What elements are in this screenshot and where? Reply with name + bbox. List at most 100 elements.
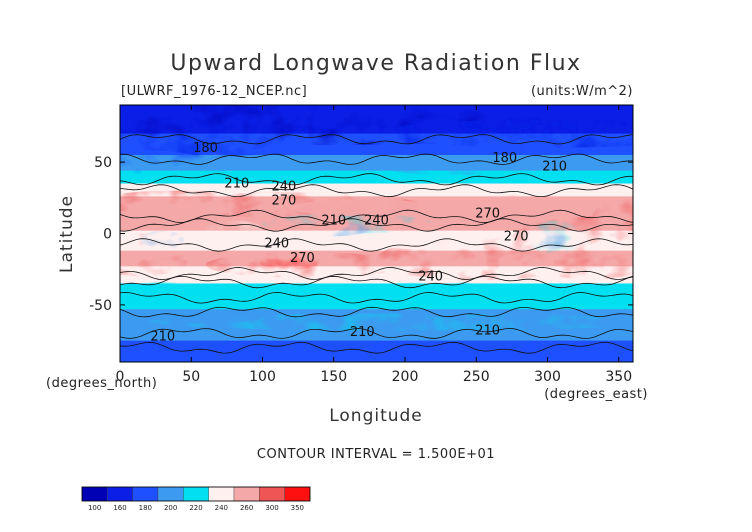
contour-label: 210 bbox=[224, 177, 249, 192]
zonal-band bbox=[120, 336, 633, 339]
zonal-band bbox=[120, 350, 633, 353]
regional-feature bbox=[348, 282, 548, 300]
contour-label: 270 bbox=[475, 207, 500, 222]
zonal-band bbox=[120, 300, 633, 303]
x-tick-label: 350 bbox=[605, 369, 632, 385]
zonal-band bbox=[120, 356, 633, 359]
contour-label: 210 bbox=[150, 329, 175, 344]
contour-label: 270 bbox=[290, 251, 315, 266]
zonal-band bbox=[120, 299, 633, 302]
x-tick-label: 100 bbox=[249, 369, 276, 385]
zonal-band bbox=[120, 232, 633, 235]
zonal-band bbox=[120, 187, 633, 190]
x-tick-label: 250 bbox=[463, 369, 490, 385]
zonal-band bbox=[120, 252, 633, 255]
x-tick-label: 0 bbox=[116, 369, 125, 385]
colorbar-label: 240 bbox=[215, 504, 228, 512]
zonal-band bbox=[120, 105, 633, 108]
zonal-band bbox=[120, 343, 633, 346]
x-axis: 0 50 100 150 200 250 300 350 bbox=[116, 105, 632, 385]
units-label: (units:W/m^2) bbox=[531, 84, 633, 99]
zonal-band bbox=[120, 174, 633, 177]
zonal-band bbox=[120, 333, 633, 336]
regional-feature bbox=[148, 313, 633, 331]
regional-feature bbox=[148, 309, 263, 324]
zonal-band bbox=[120, 296, 633, 299]
y-tick-label: 0 bbox=[103, 227, 112, 243]
zonal-band bbox=[120, 179, 633, 182]
contour-interval-label: CONTOUR INTERVAL = 1.500E+01 bbox=[257, 447, 495, 462]
zonal-band bbox=[120, 339, 633, 342]
x-axis-label: Longitude bbox=[329, 406, 423, 426]
contour-line bbox=[120, 209, 633, 224]
regional-features bbox=[120, 105, 633, 331]
contour-label: 270 bbox=[271, 194, 296, 209]
colorbar-swatch bbox=[259, 486, 285, 502]
contour-label: 240 bbox=[271, 179, 296, 194]
colorbar-label: 100 bbox=[88, 504, 101, 512]
zonal-band bbox=[120, 303, 633, 306]
colorbar-label: 220 bbox=[189, 504, 202, 512]
zonal-band bbox=[120, 360, 633, 362]
zonal-band bbox=[120, 172, 633, 175]
colorbar-swatch bbox=[132, 486, 159, 502]
zonal-band bbox=[120, 150, 633, 153]
regional-feature bbox=[462, 194, 576, 221]
x-tick-label: 50 bbox=[182, 369, 200, 385]
zonal-band bbox=[120, 169, 633, 172]
zonal-band bbox=[120, 153, 633, 156]
contour-line bbox=[120, 218, 633, 232]
zonal-band bbox=[120, 146, 633, 149]
x-units-label: (degrees_east) bbox=[544, 387, 648, 402]
contour-line bbox=[120, 153, 633, 165]
contour-line bbox=[120, 184, 633, 198]
contour-line bbox=[120, 238, 633, 252]
colorbar-swatch bbox=[183, 486, 209, 502]
contour-label: 180 bbox=[193, 141, 218, 156]
regional-feature bbox=[590, 197, 633, 255]
contour-label: 210 bbox=[542, 159, 567, 174]
colorbar-label: 260 bbox=[240, 504, 253, 512]
contour-line bbox=[120, 134, 633, 145]
regional-feature bbox=[376, 119, 633, 148]
zonal-band bbox=[120, 180, 633, 183]
zonal-band bbox=[120, 359, 633, 362]
zonal-band bbox=[120, 337, 633, 340]
zonal-band bbox=[120, 182, 633, 185]
zonal-band bbox=[120, 283, 633, 286]
contour-line bbox=[120, 306, 633, 318]
colorbar-label: 160 bbox=[113, 504, 126, 512]
zonal-band bbox=[120, 282, 633, 285]
zonal-band bbox=[120, 340, 633, 343]
contour-line bbox=[120, 328, 633, 339]
x-tick-label: 200 bbox=[392, 369, 419, 385]
zonal-band bbox=[120, 280, 633, 283]
contour-line bbox=[120, 275, 633, 289]
contour-line bbox=[120, 341, 633, 354]
contour-label: 240 bbox=[364, 214, 389, 229]
zonal-band bbox=[120, 167, 633, 170]
colorbar-swatch bbox=[107, 486, 133, 502]
zonal-band bbox=[120, 347, 633, 350]
zonal-band bbox=[120, 144, 633, 148]
contour-label: 180 bbox=[492, 151, 517, 166]
zonal-band bbox=[120, 149, 633, 152]
regional-feature bbox=[362, 232, 477, 250]
zonal-band bbox=[120, 166, 633, 169]
y-tick-label: -50 bbox=[89, 298, 112, 314]
contour-line bbox=[120, 173, 633, 186]
zonal-band bbox=[120, 330, 633, 333]
zonal-band bbox=[120, 344, 633, 347]
contour-label: 240 bbox=[264, 236, 289, 251]
zonal-band bbox=[120, 334, 633, 337]
zonal-band bbox=[120, 309, 633, 312]
zonal-band bbox=[120, 156, 633, 159]
zonal-band bbox=[120, 279, 633, 282]
regional-feature bbox=[376, 154, 519, 175]
zonal-band bbox=[120, 160, 633, 163]
colorbar-label: 350 bbox=[291, 504, 304, 512]
zonal-band bbox=[120, 310, 633, 313]
mottled-features bbox=[120, 105, 633, 331]
